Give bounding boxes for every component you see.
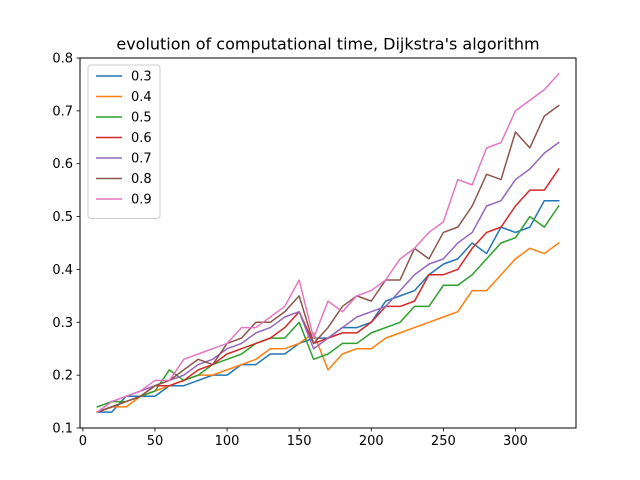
y-tick-label: 0.8	[52, 52, 73, 67]
legend-label-4: 0.7	[131, 152, 152, 167]
legend-label-1: 0.4	[131, 90, 152, 105]
y-tick-label: 0.6	[52, 157, 73, 172]
series-line-5	[96, 104, 560, 414]
legend-label-5: 0.8	[131, 172, 152, 187]
x-tick-label: 100	[215, 434, 240, 449]
y-tick-label: 0.4	[52, 263, 73, 278]
x-tick-label: 50	[147, 434, 164, 449]
x-tick-label: 300	[503, 434, 528, 449]
legend-label-6: 0.9	[131, 193, 152, 208]
x-tick-label: 200	[359, 434, 384, 449]
x-tick-label: 250	[431, 434, 456, 449]
legend-label-3: 0.6	[131, 131, 152, 146]
legend-box	[87, 64, 161, 219]
y-tick-label: 0.5	[52, 210, 73, 225]
x-tick-label: 0	[79, 434, 87, 449]
legend-label-0: 0.3	[131, 70, 152, 85]
x-axis: 0 50 100 150 200 250 300	[79, 428, 528, 449]
chart-title: evolution of computational time, Dijkstr…	[116, 35, 539, 54]
plot-frame	[79, 57, 577, 429]
y-tick-label: 0.2	[52, 369, 73, 384]
legend: 0.3 0.4 0.5 0.6 0.7 0.8 0.9	[87, 64, 161, 219]
y-axis: 0.1 0.2 0.3 0.4 0.5 0.6 0.7 0.8	[52, 52, 80, 437]
y-tick-label: 0.3	[52, 316, 73, 331]
legend-label-2: 0.5	[131, 111, 152, 126]
plot-lines	[96, 72, 560, 414]
series-line-4	[96, 141, 560, 414]
series-line-6	[96, 72, 560, 414]
y-tick-label: 0.7	[52, 104, 73, 119]
x-tick-label: 150	[287, 434, 312, 449]
y-tick-label: 0.1	[52, 422, 73, 437]
